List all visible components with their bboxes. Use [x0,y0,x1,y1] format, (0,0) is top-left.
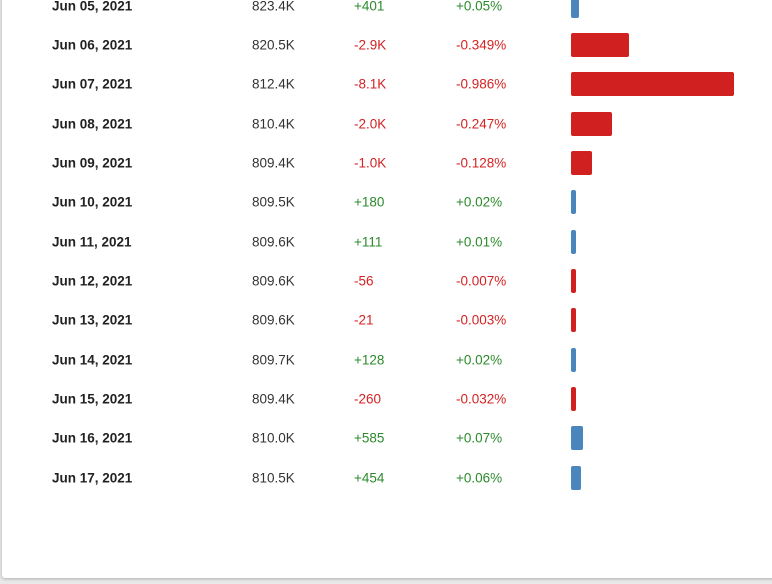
table-row: Jun 08, 2021 810.4K -2.0K -0.247% [2,104,772,143]
change-bar [571,0,579,18]
change-bar [571,111,612,136]
table-row: Jun 05, 2021 823.4K +401 +0.05% [2,0,772,25]
date-cell: Jun 06, 2021 [52,37,133,53]
change-bar [571,347,576,372]
change-bar [571,465,581,490]
value-cell: 812.4K [252,76,295,92]
table-row: Jun 10, 2021 809.5K +180 +0.02% [2,183,772,222]
change-cell: -2.9K [354,37,387,53]
value-cell: 810.4K [252,116,295,132]
percent-change-cell: +0.07% [456,430,503,446]
date-cell: Jun 13, 2021 [52,312,133,328]
percent-change-cell: +0.02% [456,194,503,210]
change-bar [571,32,629,57]
date-cell: Jun 15, 2021 [52,391,133,407]
percent-change-cell: -0.349% [456,37,507,53]
date-cell: Jun 12, 2021 [52,273,133,289]
change-bar [571,72,734,97]
value-cell: 809.4K [252,155,295,171]
percent-change-cell: +0.01% [456,234,503,250]
change-cell: -260 [354,391,382,407]
table-row: Jun 06, 2021 820.5K -2.9K -0.349% [2,25,772,64]
date-cell: Jun 08, 2021 [52,116,133,132]
percent-change-cell: -0.003% [456,312,507,328]
percent-change-cell: -0.986% [456,76,507,92]
percent-change-cell: -0.032% [456,391,507,407]
table-row: Jun 15, 2021 809.4K -260 -0.032% [2,380,772,419]
date-cell: Jun 07, 2021 [52,76,133,92]
value-cell: 809.6K [252,273,295,289]
date-cell: Jun 16, 2021 [52,430,133,446]
value-cell: 809.6K [252,234,295,250]
change-cell: -2.0K [354,116,387,132]
value-cell: 809.5K [252,194,295,210]
date-cell: Jun 09, 2021 [52,155,133,171]
change-bar [571,387,576,411]
date-cell: Jun 11, 2021 [52,234,132,250]
value-cell: 810.5K [252,470,295,486]
change-cell: -21 [354,312,374,328]
change-cell: +454 [354,470,385,486]
percent-change-cell: -0.007% [456,273,507,289]
change-cell: +585 [354,430,385,446]
value-cell: 809.7K [252,352,295,368]
value-cell: 809.4K [252,391,295,407]
change-bar [571,268,576,293]
change-bar [571,426,583,451]
percent-change-cell: -0.247% [456,116,507,132]
percent-change-cell: +0.06% [456,470,503,486]
table-row: Jun 12, 2021 809.6K -56 -0.007% [2,261,772,300]
table-row: Jun 14, 2021 809.7K +128 +0.02% [2,340,772,379]
date-cell: Jun 05, 2021 [52,0,133,13]
date-cell: Jun 10, 2021 [52,194,133,210]
table-row: Jun 16, 2021 810.0K +585 +0.07% [2,419,772,458]
table-row: Jun 09, 2021 809.4K -1.0K -0.128% [2,143,772,182]
change-cell: +401 [354,0,385,13]
percent-change-cell: +0.05% [456,0,503,13]
change-cell: -8.1K [354,76,387,92]
value-cell: 823.4K [252,0,295,13]
value-cell: 809.6K [252,312,295,328]
table-row: Jun 17, 2021 810.5K +454 +0.06% [2,458,772,497]
table-row: Jun 07, 2021 812.4K -8.1K -0.986% [2,65,772,104]
percent-change-cell: -0.128% [456,155,507,171]
change-cell: +180 [354,194,385,210]
date-cell: Jun 17, 2021 [52,470,133,486]
change-cell: -56 [354,273,374,289]
percent-change-cell: +0.02% [456,352,503,368]
table-row: Jun 13, 2021 809.6K -21 -0.003% [2,301,772,340]
change-bar [571,150,592,175]
change-cell: -1.0K [354,155,387,171]
change-bar [571,229,576,254]
table-row: Jun 11, 2021 809.6K +111 +0.01% [2,222,772,261]
change-bar [571,308,576,333]
date-cell: Jun 14, 2021 [52,352,133,368]
change-bar [571,190,576,215]
change-cell: +128 [354,352,385,368]
value-cell: 820.5K [252,37,295,53]
value-cell: 810.0K [252,430,295,446]
change-cell: +111 [354,234,383,250]
